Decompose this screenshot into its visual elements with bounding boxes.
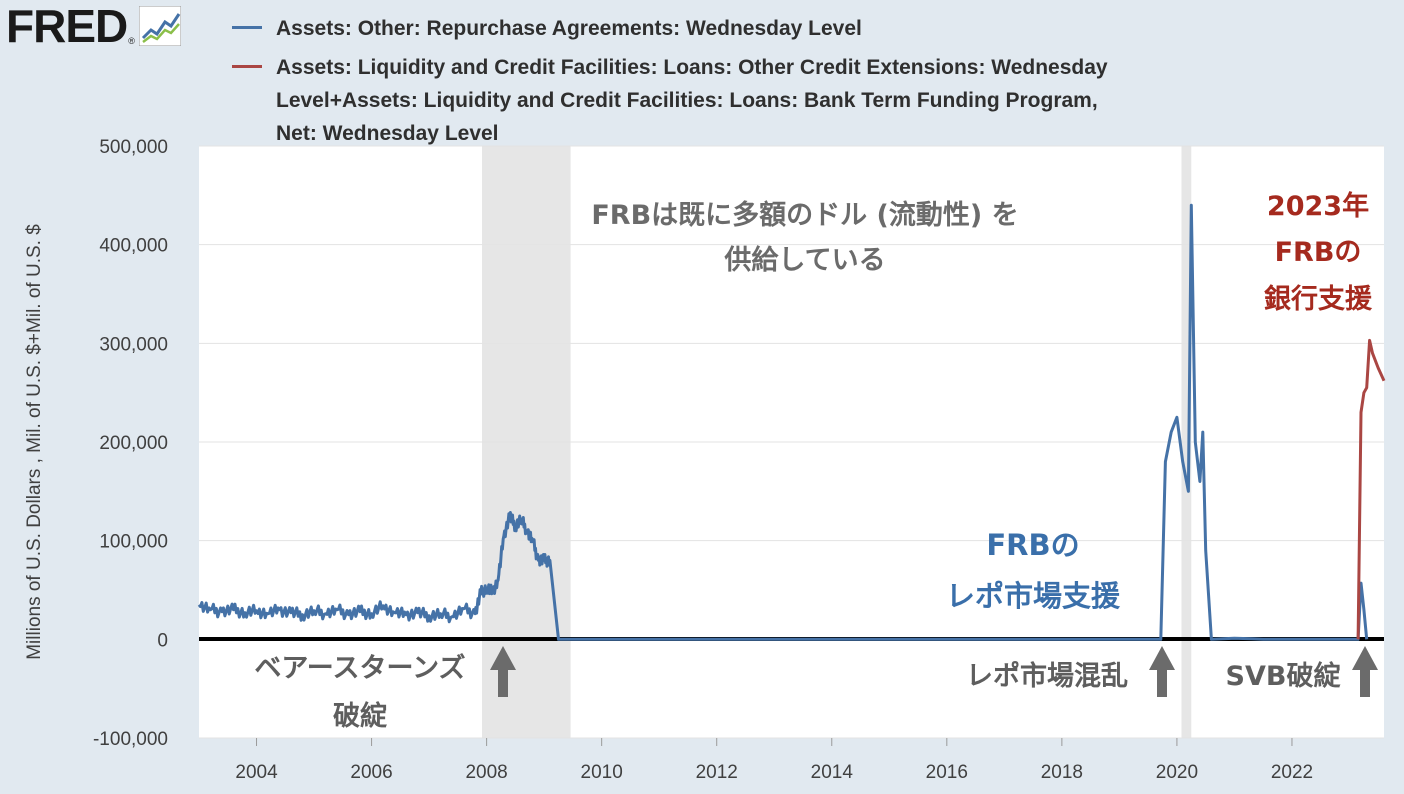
x-tick-label: 2016 <box>926 762 968 783</box>
chart-legend: Assets: Other: Repurchase Agreements: We… <box>232 12 1136 156</box>
series-line-credit-facilities[interactable] <box>1356 338 1386 640</box>
x-tick-label: 2004 <box>235 762 278 783</box>
series-line-repo[interactable] <box>197 203 1369 641</box>
legend-label-repo: Assets: Other: Repurchase Agreements: We… <box>276 17 862 40</box>
annotation-bank-support-line3: 銀行支援 <box>1264 283 1373 315</box>
arrow-svb-collapse <box>1352 646 1378 697</box>
annotation-svb-collapse: SVB破綻 <box>1226 660 1341 692</box>
x-tick-label: 2020 <box>1156 762 1198 783</box>
annotation-repo-support-line1: FRBの <box>986 528 1079 562</box>
legend-label-credit-facilities: Assets: Liquidity and Credit Facilities:… <box>276 56 1108 145</box>
chart-line-icon <box>138 6 181 46</box>
annotation-bear-stearns-line1: ベアースターンズ <box>254 652 465 684</box>
legend-item-credit-facilities[interactable]: Assets: Liquidity and Credit Facilities:… <box>232 51 1136 150</box>
annotation-bear-stearns-line2: 破綻 <box>333 700 387 732</box>
y-tick-label: 400,000 <box>99 236 168 257</box>
x-tick-label: 2018 <box>1041 762 1083 783</box>
logo-text: FRED <box>6 0 128 52</box>
arrow-repo-turmoil <box>1149 646 1175 697</box>
annotation-bank-support-line2: FRBの <box>1275 237 1362 268</box>
logo-registered-mark: ® <box>128 36 135 46</box>
y-tick-label: 500,000 <box>99 137 168 158</box>
x-tick-label: 2006 <box>350 762 392 783</box>
arrow-bear-stearns <box>490 646 516 697</box>
x-tick-label: 2014 <box>811 762 854 783</box>
y-tick-label: 100,000 <box>99 532 168 553</box>
y-tick-label: -100,000 <box>93 729 168 750</box>
annotation-bank-support-line1: 2023年 <box>1267 190 1369 222</box>
annotation-repo-turmoil: レポ市場混乱 <box>966 660 1128 692</box>
legend-item-repo[interactable]: Assets: Other: Repurchase Agreements: We… <box>232 12 1136 45</box>
legend-swatch-credit-facilities <box>232 65 262 68</box>
annotation-liquidity-line2: 供給している <box>723 244 885 276</box>
y-axis-label: Millions of U.S. Dollars , Mil. of U.S. … <box>24 224 45 660</box>
x-tick-label: 2008 <box>465 762 507 783</box>
annotation-repo-support-line2: レポ市場支援 <box>946 579 1121 613</box>
x-tick-label: 2010 <box>581 762 623 783</box>
annotation-liquidity-line1: FRBは既に多額のドル (流動性) を <box>591 200 1018 231</box>
x-tick-label: 2012 <box>696 762 738 783</box>
chart-header: FRED ® Assets: Other: Repurchase Agreeme… <box>0 0 1404 145</box>
legend-swatch-repo <box>232 26 262 29</box>
y-tick-label: 200,000 <box>99 433 168 454</box>
x-tick-label: 2022 <box>1271 762 1313 783</box>
y-tick-label: 0 <box>157 630 168 651</box>
fred-logo[interactable]: FRED ® <box>6 2 181 50</box>
y-tick-label: 300,000 <box>99 334 168 355</box>
